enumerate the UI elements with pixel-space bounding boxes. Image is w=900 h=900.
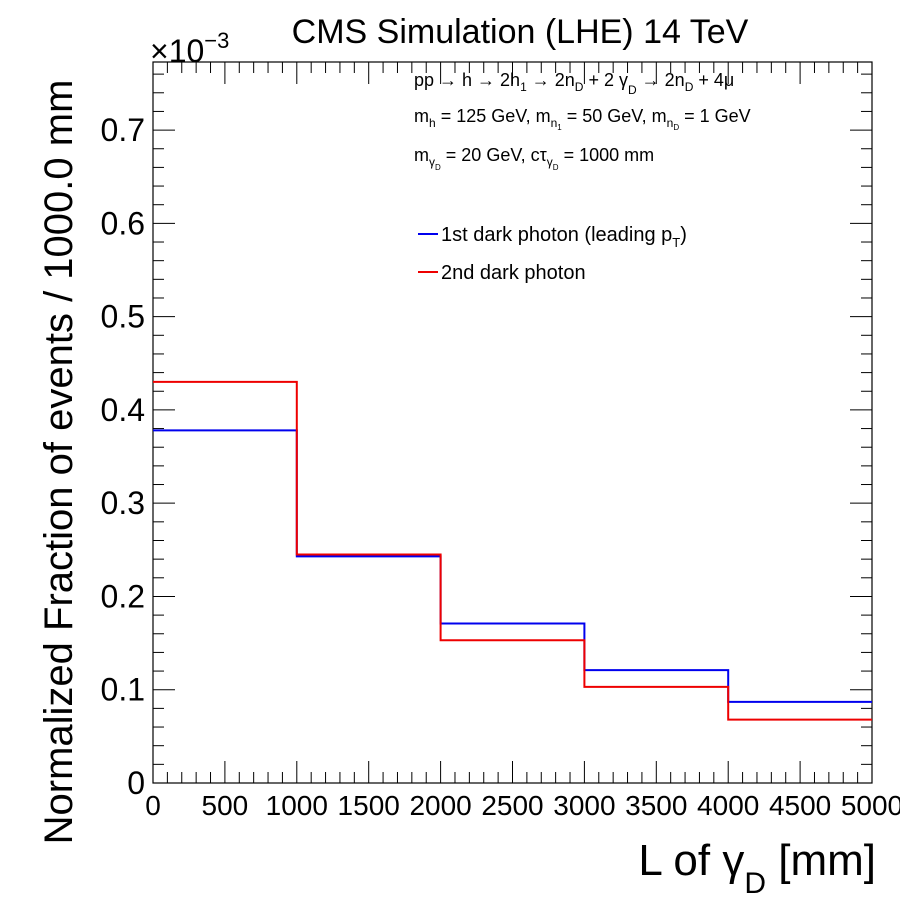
y-tick-label: 0.2 <box>101 578 145 614</box>
y-exponent-power: −3 <box>204 28 229 53</box>
y-exponent-base: ×10 <box>150 33 204 69</box>
plot-frame <box>152 61 873 784</box>
y-tick-label: 0.3 <box>101 485 145 521</box>
x-tick-labels: 0 500 1000 1500 2000 2500 3000 3500 4000 4500 5000 <box>145 790 900 821</box>
x-tick-label: 3000 <box>553 790 615 821</box>
y-tick-label: 0 <box>127 765 145 801</box>
series-group <box>153 380 872 721</box>
y-axis-label: Normalized Fraction of events / 1000.0 m… <box>37 80 81 845</box>
physics-annotations: pp → h → 2h1 → 2nD + 2 γD → 2nD + 4μ mh … <box>414 70 751 172</box>
x-tick-label: 1000 <box>266 790 328 821</box>
x-axis-label: L of γD [mm] <box>638 836 876 900</box>
x-tick-label: 500 <box>202 790 249 821</box>
y-tick-label: 0.4 <box>101 392 145 428</box>
x-tick-label: 0 <box>145 790 161 821</box>
x-tick-label: 3500 <box>625 790 687 821</box>
y-exponent-label: ×10−3 <box>150 28 229 69</box>
axis-ticks <box>152 62 873 784</box>
x-tick-label: 2000 <box>409 790 471 821</box>
annotation-darkphoton: mγD = 20 GeV, cτγD = 1000 mm <box>414 145 654 172</box>
annotation-process: pp → h → 2h1 → 2nD + 2 γD → 2nD + 4μ <box>414 70 734 97</box>
series-line-2 <box>153 380 872 721</box>
y-tick-label: 0.1 <box>101 672 145 708</box>
x-axis-label-sub: D <box>744 867 766 900</box>
x-tick-label: 5000 <box>841 790 900 821</box>
legend: 1st dark photon (leading pT) 2nd dark pho… <box>418 224 687 284</box>
x-tick-label: 1500 <box>338 790 400 821</box>
y-tick-label: 0.6 <box>101 205 145 241</box>
legend-label-2: 2nd dark photon <box>441 262 586 284</box>
annotation-masses: mh = 125 GeV, mn1 = 50 GeV, mnD = 1 GeV <box>414 106 751 132</box>
legend-label-1: 1st dark photon (leading pT) <box>441 224 687 250</box>
y-tick-labels: 0 0.1 0.2 0.3 0.4 0.5 0.6 0.7 <box>101 112 145 801</box>
x-axis-label-unit: [mm] <box>766 836 876 885</box>
series-line-1 <box>153 429 872 703</box>
y-tick-label: 0.5 <box>101 299 145 335</box>
y-tick-label: 0.7 <box>101 112 145 148</box>
chart-title: CMS Simulation (LHE) 14 TeV <box>292 13 749 51</box>
x-tick-label: 2500 <box>481 790 543 821</box>
x-tick-label: 4000 <box>697 790 759 821</box>
x-axis-label-main: L of γ <box>638 836 744 885</box>
x-tick-label: 4500 <box>769 790 831 821</box>
